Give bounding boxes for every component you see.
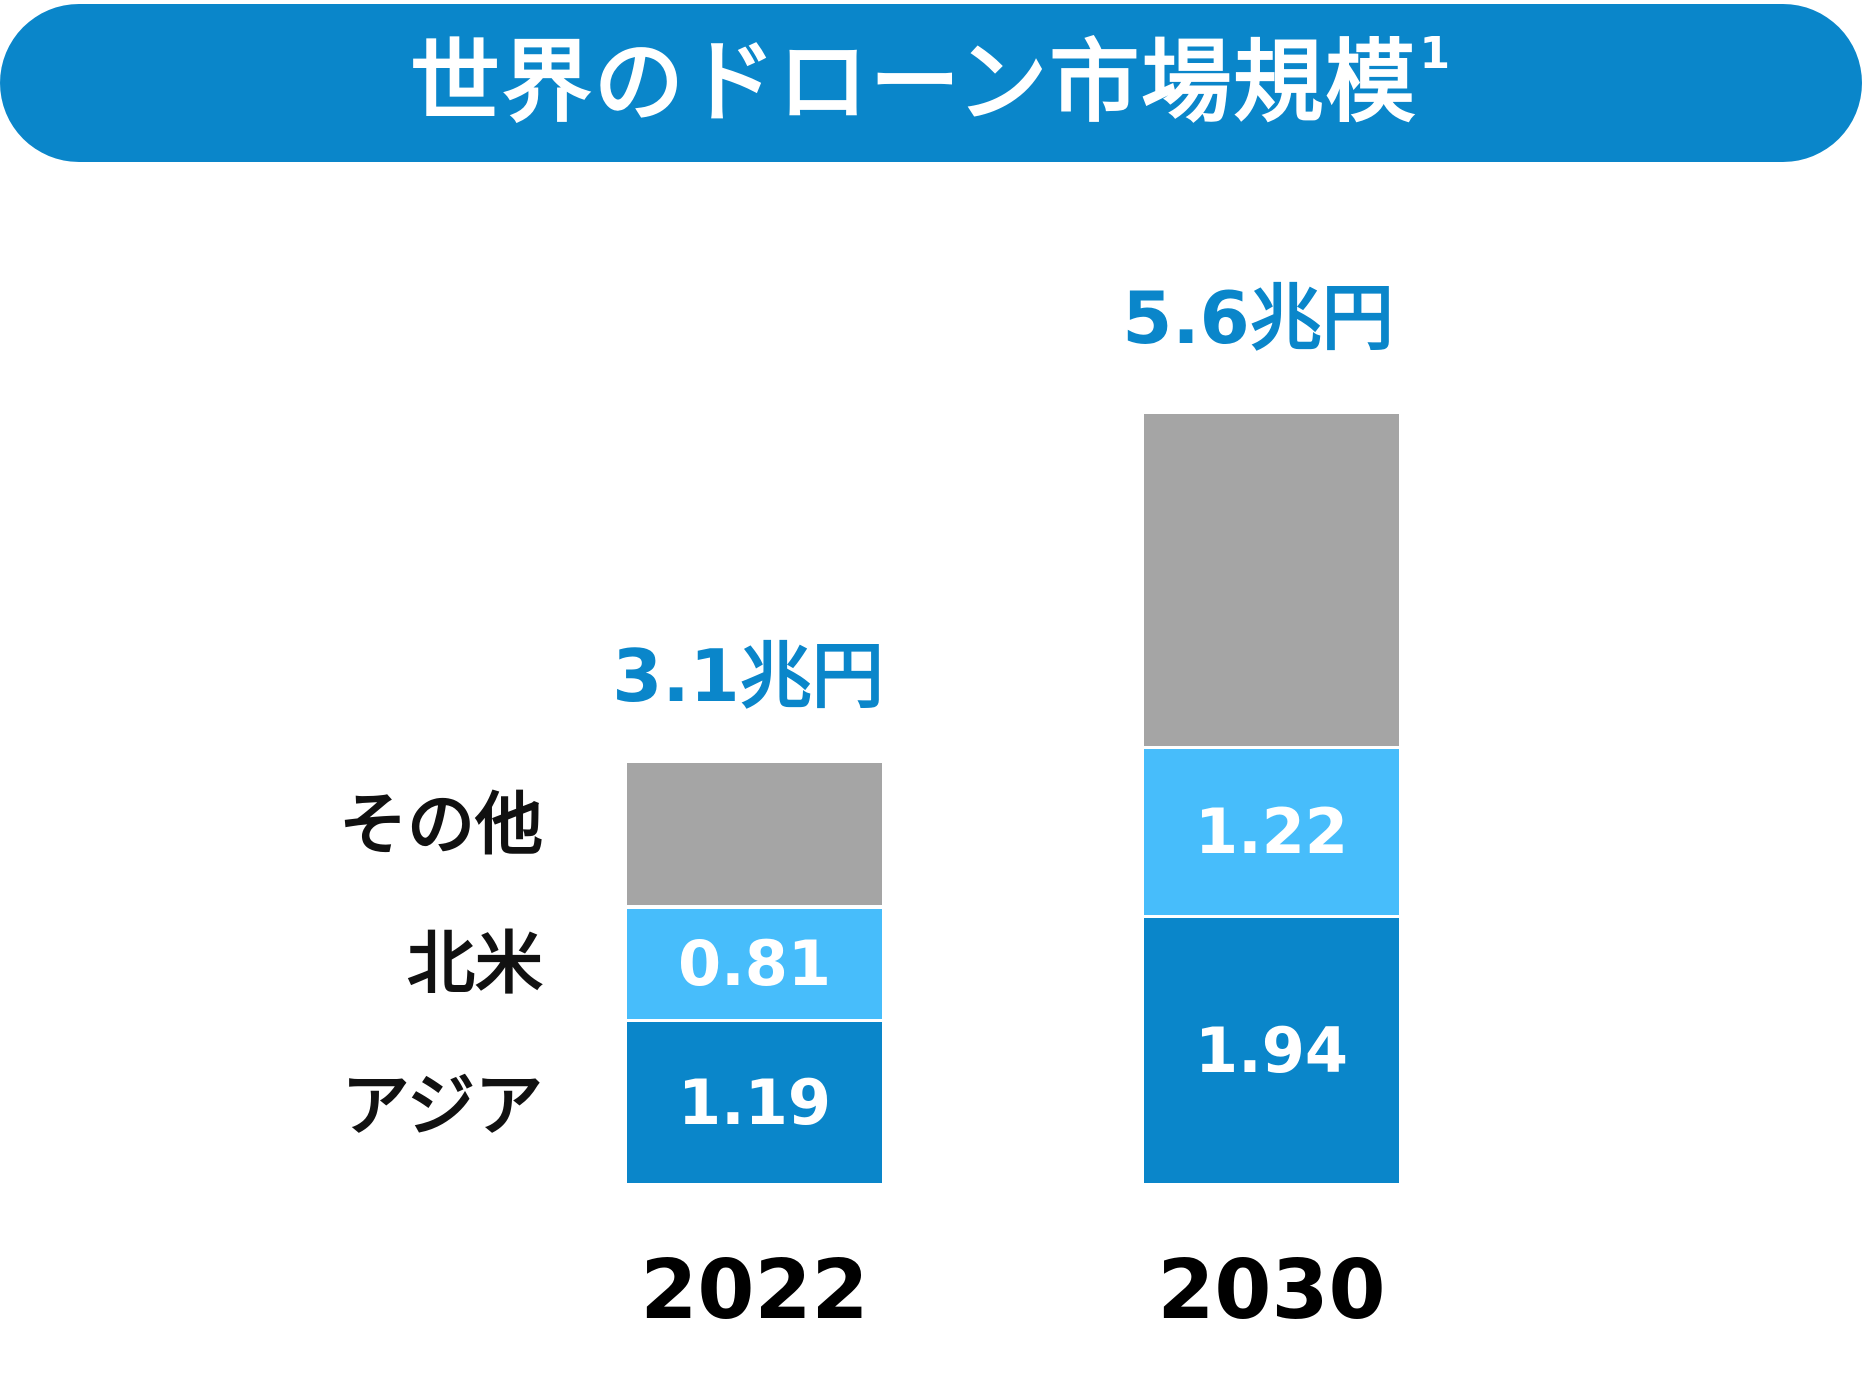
- chart-title: 世界のドローン市場規模1: [410, 32, 1452, 128]
- segment-value: 1.19: [678, 1065, 831, 1139]
- segment-asia-2030: 1.94: [1144, 918, 1399, 1183]
- total-label-2030: 5.6兆円: [1122, 276, 1394, 360]
- segment-asia-2022: 1.19: [627, 1022, 882, 1183]
- x-tick-2030: 2030: [1157, 1243, 1386, 1338]
- bar-2030: 1.22 1.94: [1144, 414, 1399, 1183]
- segment-value: 1.94: [1195, 1013, 1348, 1087]
- bar-2022: 0.81 1.19: [627, 763, 882, 1183]
- footnote-marker: 1: [1419, 28, 1453, 79]
- total-label-2022: 3.1兆円: [612, 634, 884, 718]
- chart-title-text: 世界のドローン市場規模: [409, 30, 1418, 135]
- legend-north-america: 北米: [406, 925, 543, 1004]
- legend-other: その他: [338, 786, 543, 865]
- title-banner: 世界のドローン市場規模1: [0, 4, 1862, 162]
- segment-other-2022: [627, 763, 882, 905]
- segment-north-america-2030: 1.22: [1144, 749, 1399, 915]
- legend-asia: アジア: [341, 1067, 543, 1146]
- segment-other-2030: [1144, 414, 1399, 746]
- segment-value: 1.22: [1195, 795, 1348, 868]
- x-tick-2022: 2022: [640, 1243, 869, 1338]
- segment-north-america-2022: 0.81: [627, 909, 882, 1019]
- segment-value: 0.81: [678, 927, 831, 1000]
